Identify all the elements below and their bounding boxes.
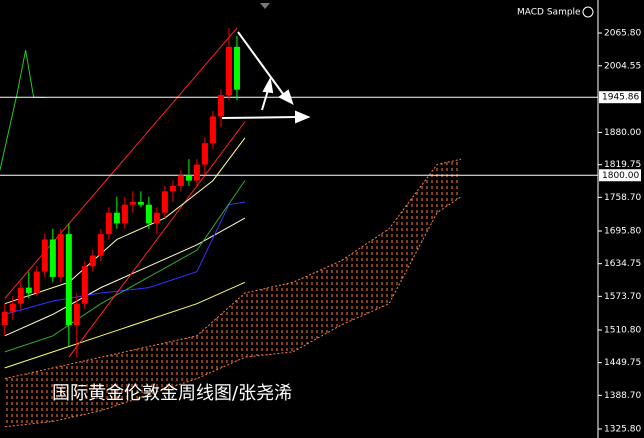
indicator-line <box>4 201 246 315</box>
arrow-head <box>295 110 311 124</box>
indicator-line <box>68 121 246 358</box>
candle-body <box>73 303 80 326</box>
y-tick-label: 1573.70 <box>604 292 641 302</box>
y-tick-label: 1880.00 <box>604 128 641 138</box>
y-tick-label: 2004.55 <box>604 61 641 71</box>
candle-body <box>81 266 88 304</box>
candle-body <box>137 202 144 205</box>
arrow-line <box>237 31 287 99</box>
candle-body <box>193 164 200 181</box>
y-tick-label: 1510.80 <box>604 326 641 336</box>
candle-body <box>9 303 16 312</box>
candle-body <box>65 234 72 326</box>
candle-body <box>209 116 216 144</box>
candle-body <box>145 204 152 224</box>
level-label-box <box>599 169 641 182</box>
candle-body <box>201 143 208 165</box>
y-tick-label: 1634.75 <box>604 259 641 269</box>
y-tick-label: 1388.70 <box>604 391 641 401</box>
annotation-arrows <box>221 31 311 124</box>
candle-body <box>217 94 224 117</box>
cloud-edge <box>4 158 462 380</box>
candle-body <box>97 234 104 256</box>
candle-body <box>129 202 136 205</box>
indicator-line <box>4 180 246 353</box>
candle-body <box>49 239 56 277</box>
candle-body <box>113 212 120 224</box>
level-label-box <box>599 91 641 104</box>
y-tick-label: 1695.80 <box>604 227 641 237</box>
candle-body <box>25 287 32 293</box>
candle-body <box>233 46 240 90</box>
cloud-edge <box>4 196 462 428</box>
arrow-line <box>261 89 269 111</box>
candle-body <box>105 212 112 235</box>
candle-body <box>89 255 96 267</box>
level-label: 1945.86 <box>602 93 639 103</box>
candle-body <box>153 212 160 224</box>
candle-body <box>1 311 8 326</box>
candle-body <box>17 287 24 304</box>
candle-body <box>33 271 40 293</box>
arrow-head <box>262 76 274 94</box>
level-label: 1800.00 <box>602 171 639 181</box>
indicator-line <box>4 217 246 337</box>
y-tick-label: 1758.70 <box>604 193 641 203</box>
shift-marker <box>260 3 270 9</box>
candle-body <box>57 234 64 277</box>
indicator-label: MACD Sample <box>517 8 581 18</box>
candle-body <box>177 175 184 186</box>
candle-body <box>225 46 232 95</box>
indicator-line <box>4 137 246 305</box>
arrow-head <box>278 89 294 105</box>
candle-body <box>161 191 168 213</box>
plot <box>0 27 598 428</box>
chart-title: 国际黄金伦敦金周线图/张尧浠 <box>52 383 292 404</box>
candle-body <box>169 185 176 192</box>
cloud-fill <box>4 159 462 427</box>
candle-body <box>121 204 128 224</box>
y-tick-label: 2065.80 <box>604 29 641 39</box>
indicator-line <box>4 281 246 369</box>
arrow-line <box>221 116 299 119</box>
candle-body <box>41 239 48 272</box>
indicator-icon <box>582 6 594 18</box>
y-tick-label: 1325.80 <box>604 425 641 435</box>
y-tick-label: 1449.75 <box>604 358 641 368</box>
candle-body <box>185 175 192 181</box>
y-tick-label: 1819.75 <box>604 160 641 170</box>
